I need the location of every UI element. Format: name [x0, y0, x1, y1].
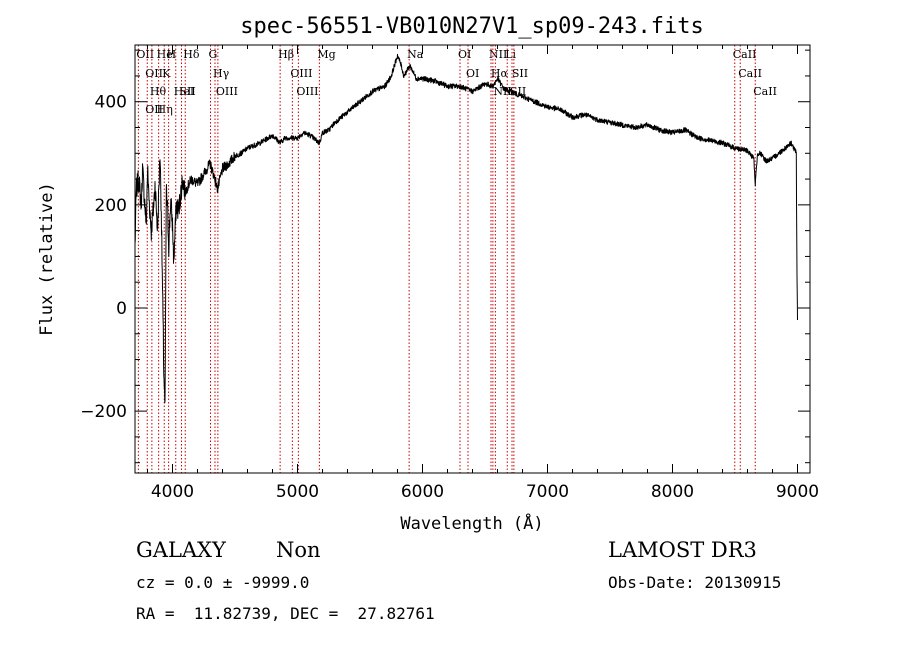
- line-label: He: [157, 48, 173, 61]
- line-label: OI: [466, 67, 479, 80]
- x-tick-label: 9000: [776, 482, 819, 502]
- line-label: Li: [505, 48, 516, 61]
- redshift-value: cz = 0.0 ± -9999.0: [136, 573, 310, 592]
- line-label: Hδ: [183, 48, 200, 61]
- x-tick-label: 5000: [276, 482, 319, 502]
- line-label: CaII: [733, 48, 757, 61]
- line-label: OIII: [296, 85, 318, 98]
- chart-title: spec-56551-VB010N27V1_sp09-243.fits: [240, 14, 704, 39]
- survey-name: LAMOST DR3: [608, 538, 757, 562]
- line-label: OI: [458, 48, 471, 61]
- coordinates: RA = 11.82739, DEC = 27.82761: [136, 604, 435, 623]
- line-label: Hα: [491, 67, 509, 80]
- y-tick-label: 200: [95, 196, 127, 216]
- x-tick-label: 8000: [651, 482, 694, 502]
- line-label: SII: [180, 85, 196, 98]
- spectrum-layer: [134, 53, 798, 404]
- line-label: OII: [136, 48, 154, 61]
- object-class: GALAXY: [136, 538, 226, 562]
- line-label: H: [167, 48, 177, 61]
- y-axis: −200 0 200 400: [80, 49, 810, 464]
- spectrum-line: [134, 53, 798, 404]
- line-label: SII: [512, 67, 528, 80]
- y-tick-label: 400: [95, 93, 127, 113]
- observation-date: Obs-Date: 20130915: [608, 573, 782, 592]
- line-label: NII: [489, 48, 507, 61]
- line-label: HeI: [174, 85, 194, 98]
- y-tick-label: 0: [116, 299, 127, 319]
- x-tick-label: 7000: [526, 482, 569, 502]
- line-label: Hγ: [213, 67, 230, 80]
- object-subclass: Non: [276, 538, 321, 562]
- line-label: K: [162, 67, 171, 80]
- x-tick-label: 6000: [401, 482, 444, 502]
- y-tick-label: −200: [80, 402, 127, 422]
- x-axis-label: Wavelength (Å): [400, 512, 543, 534]
- line-label: G: [209, 48, 218, 61]
- x-tick-label: 4000: [151, 482, 194, 502]
- plot-frame: [134, 44, 811, 474]
- line-label: Hβ: [278, 48, 294, 61]
- line-label: OII: [145, 67, 163, 80]
- y-axis-label: Flux (relative): [37, 182, 57, 336]
- x-axis: 4000 5000 6000 7000 8000 9000: [147, 45, 819, 502]
- line-label: CaII: [753, 85, 777, 98]
- line-label: Na: [407, 48, 424, 61]
- line-label: CaII: [738, 67, 762, 80]
- line-label: OIII: [216, 85, 238, 98]
- line-label: OIII: [290, 67, 312, 80]
- line-label: Mg: [317, 48, 335, 61]
